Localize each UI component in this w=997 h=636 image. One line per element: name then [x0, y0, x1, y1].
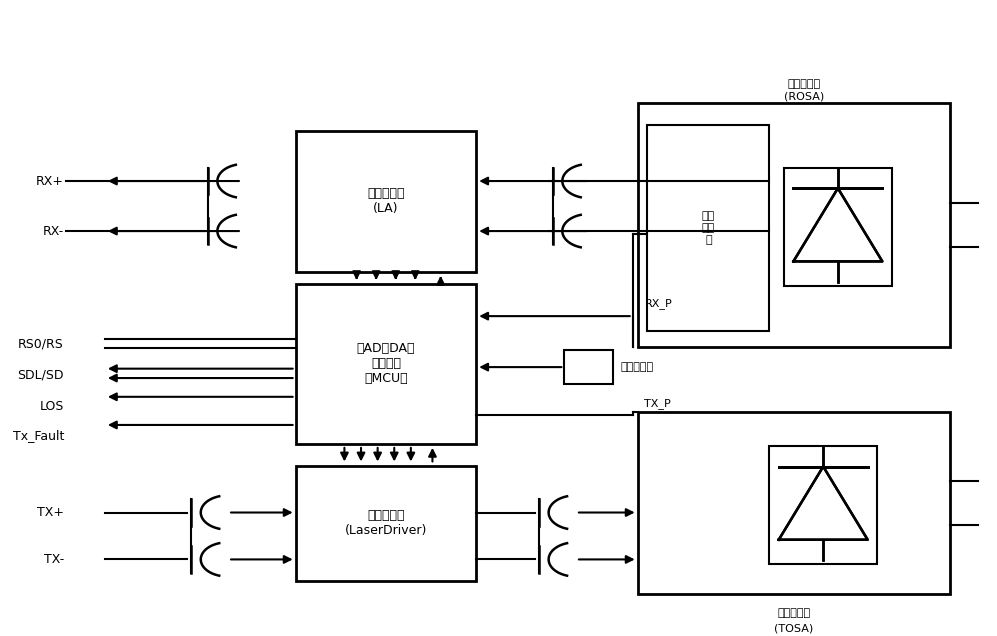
- Bar: [784, 168, 892, 286]
- Text: Tx_Fault: Tx_Fault: [13, 429, 64, 442]
- Text: 光发射组件: 光发射组件: [778, 607, 811, 618]
- Bar: [295, 131, 477, 272]
- Text: 跨阻
放大
器: 跨阻 放大 器: [702, 211, 715, 244]
- Text: RS0/RS: RS0/RS: [18, 337, 64, 350]
- Bar: [564, 350, 613, 384]
- Text: 限幅放大器
(LA): 限幅放大器 (LA): [367, 188, 405, 216]
- Text: RX-: RX-: [43, 225, 64, 238]
- Text: LOS: LOS: [40, 399, 64, 413]
- Bar: [295, 284, 477, 444]
- Text: SDL/SD: SDL/SD: [18, 368, 64, 382]
- Text: RX_P: RX_P: [644, 298, 672, 308]
- Bar: [647, 125, 770, 331]
- Text: 带AD，DA的
微处理器
（MCU）: 带AD，DA的 微处理器 （MCU）: [357, 342, 415, 385]
- Text: RX+: RX+: [36, 174, 64, 188]
- Bar: [637, 412, 950, 594]
- Text: 光接收组件: 光接收组件: [787, 79, 821, 89]
- Text: TX_P: TX_P: [644, 398, 671, 409]
- Bar: [295, 466, 477, 581]
- Text: TX+: TX+: [37, 506, 64, 519]
- Text: (ROSA): (ROSA): [784, 92, 824, 102]
- Text: 温度传感器: 温度传感器: [621, 362, 654, 372]
- Bar: [770, 446, 877, 564]
- Text: 激光驱动器
(LaserDriver): 激光驱动器 (LaserDriver): [345, 509, 427, 537]
- Text: TX-: TX-: [44, 553, 64, 566]
- Text: (TOSA): (TOSA): [775, 623, 814, 633]
- Bar: [637, 103, 950, 347]
